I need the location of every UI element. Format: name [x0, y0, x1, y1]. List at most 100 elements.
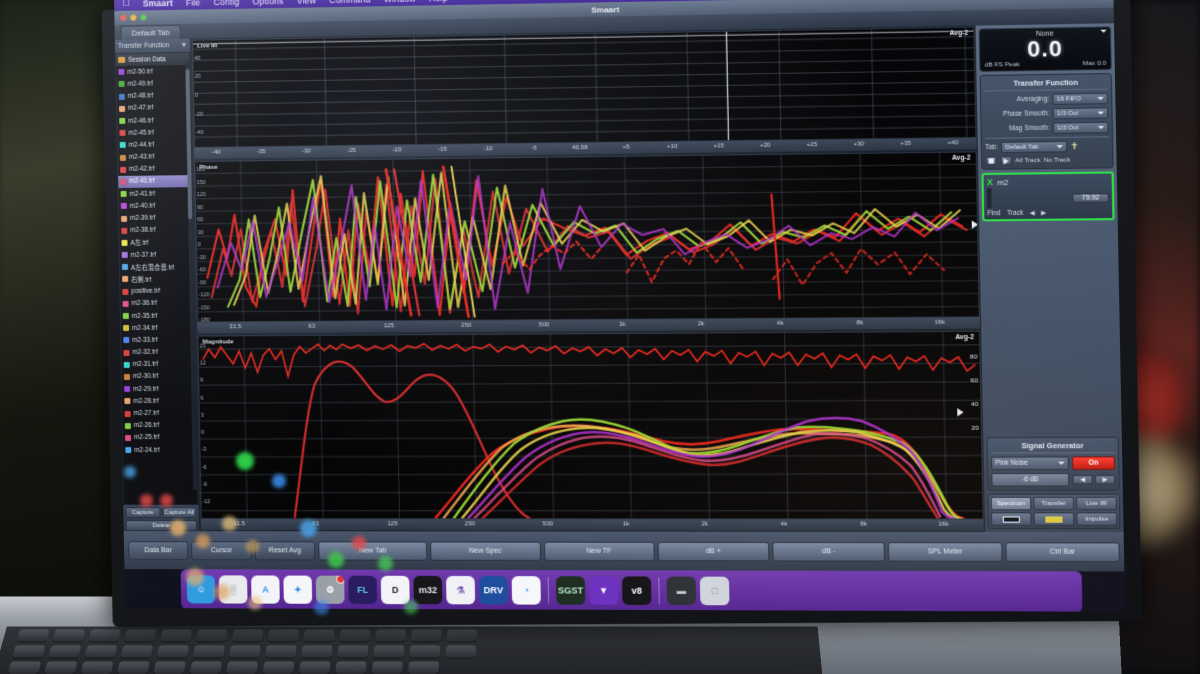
- all-track-button[interactable]: All Track: [1015, 156, 1041, 165]
- trash-icon[interactable]: □: [699, 576, 730, 606]
- new-tf-button[interactable]: New TF: [543, 541, 655, 561]
- trace-list-item[interactable]: m2-47.trf: [117, 102, 190, 115]
- trace-list-item[interactable]: m2-39.trf: [119, 212, 192, 225]
- m32-edit-icon[interactable]: m32: [413, 575, 443, 605]
- trace-list-item[interactable]: m2-35.trf: [121, 309, 194, 322]
- mode-live-ir-button[interactable]: Live IR: [1075, 496, 1117, 511]
- trace-list-item[interactable]: m2-45.trf: [117, 126, 190, 139]
- level-up-button[interactable]: ▶: [1094, 475, 1116, 485]
- no-track-button[interactable]: No Track: [1043, 156, 1071, 164]
- mode-transfer-button[interactable]: Transfer: [1033, 496, 1075, 511]
- level-down-button[interactable]: ◀: [1072, 475, 1093, 485]
- signal-level-field[interactable]: -6 dB: [991, 473, 1070, 487]
- spectrum-view-toggle[interactable]: [990, 512, 1032, 526]
- safari-icon[interactable]: ✦: [283, 575, 313, 604]
- magnitude-right-handle-icon[interactable]: [957, 408, 964, 417]
- magnitude-plot[interactable]: Magnitude Avg-2 15 12 9 6 3 0 -3 -6 -9 -12 80 60 40…: [197, 330, 984, 520]
- menu-config[interactable]: Config: [205, 0, 239, 7]
- phase-right-handle-icon[interactable]: [971, 220, 979, 229]
- measurement-left-arrow-icon[interactable]: ◀: [1029, 210, 1035, 217]
- signal-generator-on-button[interactable]: On: [1071, 456, 1116, 470]
- trace-list-item[interactable]: m2-38.trf: [119, 224, 192, 237]
- db-minus-button[interactable]: dB -: [772, 541, 886, 562]
- spl-meter-button[interactable]: SPL Meter: [888, 541, 1003, 562]
- measurement-right-arrow-icon[interactable]: ▶: [1041, 210, 1047, 217]
- track-button[interactable]: Track: [1006, 209, 1024, 218]
- trace-list-item[interactable]: m2-27.trf: [123, 407, 196, 419]
- session-data-folder[interactable]: Session Data: [116, 52, 190, 67]
- trace-list-item[interactable]: m2-44.trf: [118, 138, 191, 151]
- flask-icon[interactable]: ⚗: [446, 575, 476, 605]
- trace-list-item[interactable]: m2-42.trf: [118, 163, 191, 176]
- find-button[interactable]: Find: [987, 209, 1001, 218]
- data-bar-button[interactable]: Data Bar: [127, 540, 189, 560]
- trace-list-item[interactable]: m2-46.trf: [117, 114, 190, 127]
- owl-icon[interactable]: ▼: [588, 576, 619, 605]
- menu-smaart[interactable]: Smaart: [135, 0, 173, 9]
- db-plus-button[interactable]: dB +: [657, 541, 770, 561]
- menu-file[interactable]: File: [178, 0, 201, 8]
- menu-view[interactable]: View: [288, 0, 316, 6]
- wrench-icon[interactable]: ✝: [1070, 140, 1079, 152]
- spl-source-chevron-icon[interactable]: [1100, 29, 1107, 33]
- reset-avg-button[interactable]: Reset Avg: [254, 540, 316, 560]
- mag-smooth-select[interactable]: 1/3 Oct: [1052, 121, 1109, 134]
- phase-plot[interactable]: Phase Avg-2 180 150 120 90 60 30 0 -30 -60 -90 -12…: [194, 151, 980, 323]
- trace-list-item[interactable]: m2-29.trf: [122, 383, 195, 396]
- delete-button[interactable]: Delete: [125, 520, 197, 532]
- trace-list-item[interactable]: m2-49.trf: [117, 77, 190, 90]
- trace-list-item[interactable]: m2-33.trf: [121, 334, 194, 347]
- averaging-select[interactable]: 16 FIFO: [1052, 92, 1109, 105]
- v8-icon[interactable]: v8: [621, 576, 652, 606]
- trace-list-item[interactable]: 右側.trf: [120, 273, 193, 286]
- trace-list-item[interactable]: m2-50.trf: [116, 65, 189, 78]
- measurement-marker-icon[interactable]: X: [986, 176, 994, 188]
- chevron-down-icon[interactable]: ▼: [180, 42, 188, 49]
- play-button[interactable]: [1000, 156, 1013, 166]
- trace-list[interactable]: Session Data m2-50.trf m2-49.trf m2-48.trf m…: [115, 51, 199, 506]
- trace-list-item[interactable]: A左.trf: [119, 236, 192, 249]
- sidebar-header[interactable]: Transfer Function ▼: [114, 38, 191, 53]
- fl-studio-icon[interactable]: FL: [348, 575, 378, 605]
- trace-list-item[interactable]: m2-41.trf: [119, 187, 192, 200]
- spl-meter-panel[interactable]: None 0.0 dB FS Peak Max 0.0: [978, 26, 1112, 72]
- stop-button[interactable]: [985, 156, 998, 166]
- menu-window[interactable]: Window: [384, 0, 416, 4]
- tab-default[interactable]: Default Tab: [120, 24, 181, 40]
- trace-list-item[interactable]: m2-40.trf: [119, 199, 192, 212]
- active-measurement-box[interactable]: X m2 79.92 Find Track: [981, 171, 1115, 222]
- menu-help[interactable]: Help: [429, 0, 448, 3]
- menu-options[interactable]: Options: [244, 0, 284, 7]
- apple-icon[interactable]: : [122, 0, 130, 9]
- sgst-icon[interactable]: SGST: [555, 576, 586, 605]
- phase-smooth-select[interactable]: 1/3 Oct: [1052, 107, 1109, 120]
- trace-list-item[interactable]: m2-28.trf: [122, 395, 195, 407]
- signal-type-select[interactable]: Pink Noise: [990, 456, 1070, 471]
- trace-list-item[interactable]: m2-25.trf: [123, 432, 196, 444]
- spl-unit-label[interactable]: dB FS Peak: [984, 60, 1020, 69]
- trace-list-item[interactable]: m2-32.trf: [121, 346, 194, 359]
- driver-icon[interactable]: DRV: [478, 576, 509, 605]
- edge-icon[interactable]: ◔: [511, 576, 541, 605]
- capture-all-button[interactable]: Capture All: [161, 507, 197, 519]
- mode-spectrum-button[interactable]: Spectrum: [990, 496, 1032, 511]
- trace-list-item[interactable]: m2-30.trf: [122, 371, 195, 384]
- measurement-value[interactable]: 79.92: [1072, 192, 1109, 203]
- menu-command[interactable]: Command: [329, 0, 370, 5]
- trace-list-item[interactable]: m2-31.trf: [122, 358, 195, 371]
- new-spec-button[interactable]: New Spec: [430, 541, 541, 561]
- trace-list-item[interactable]: m2-43.trf: [118, 151, 191, 164]
- live-ir-plot[interactable]: Live IR Avg-2 40 20 0 -20 -40: [191, 26, 977, 149]
- trace-list-item[interactable]: A左右混合音.trf: [120, 261, 193, 274]
- tab-select[interactable]: Default Tab: [1001, 140, 1068, 154]
- trace-list-item[interactable]: m2-24.trf: [123, 444, 196, 456]
- trace-list-item[interactable]: m2-26.trf: [123, 419, 196, 431]
- trace-list-item[interactable]: m2-48.trf: [117, 89, 190, 102]
- trace-list-item[interactable]: m2-36.trf: [121, 297, 194, 310]
- folder-icon[interactable]: ▬: [666, 576, 697, 606]
- capture-button[interactable]: Capture: [125, 507, 161, 519]
- trace-list-item[interactable]: m2-41.trf: [118, 174, 192, 189]
- trace-list-item[interactable]: m2-34.trf: [121, 322, 194, 335]
- transfer-view-toggle[interactable]: [1033, 512, 1075, 526]
- trace-list-item[interactable]: positive.trf: [120, 285, 193, 298]
